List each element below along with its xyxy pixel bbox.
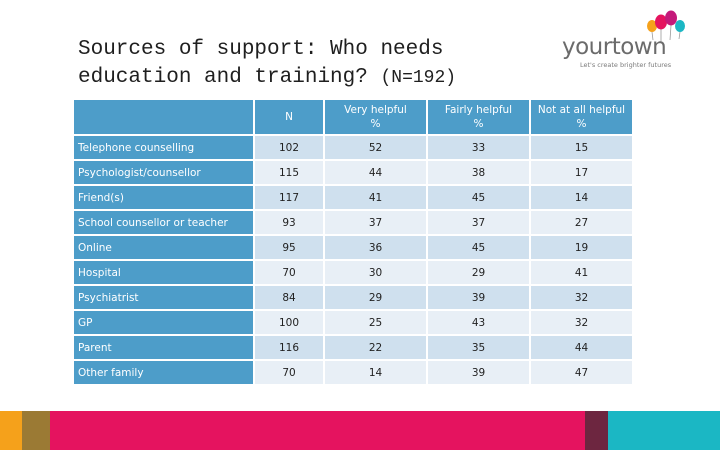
cell-not: 47 bbox=[531, 361, 632, 384]
row-label: Psychiatrist bbox=[74, 286, 253, 309]
cell-very: 44 bbox=[325, 161, 426, 184]
row-label: Online bbox=[74, 236, 253, 259]
cell-fairly: 45 bbox=[428, 186, 529, 209]
cell-not: 32 bbox=[531, 311, 632, 334]
table-row: Friend(s) 117 41 45 14 bbox=[74, 186, 632, 209]
cell-not: 14 bbox=[531, 186, 632, 209]
row-label: Other family bbox=[74, 361, 253, 384]
cell-not: 44 bbox=[531, 336, 632, 359]
logo-wordmark: yourtown bbox=[562, 34, 667, 60]
slide-title: Sources of support: Who needs education … bbox=[78, 36, 518, 92]
cell-very: 52 bbox=[325, 136, 426, 159]
table-row: Telephone counselling 102 52 33 15 bbox=[74, 136, 632, 159]
cell-very: 30 bbox=[325, 261, 426, 284]
cell-not: 17 bbox=[531, 161, 632, 184]
footer-segment-pink bbox=[50, 411, 585, 450]
cell-not: 41 bbox=[531, 261, 632, 284]
table-row: School counsellor or teacher 93 37 37 27 bbox=[74, 211, 632, 234]
cell-very: 25 bbox=[325, 311, 426, 334]
header-very-label: Very helpful bbox=[344, 104, 407, 116]
cell-n: 117 bbox=[255, 186, 323, 209]
cell-not: 27 bbox=[531, 211, 632, 234]
row-label: Psychologist/counsellor bbox=[74, 161, 253, 184]
row-label: GP bbox=[74, 311, 253, 334]
header-fairly-label: Fairly helpful bbox=[444, 104, 513, 116]
header-very-unit: % bbox=[370, 118, 381, 130]
cell-n: 70 bbox=[255, 361, 323, 384]
footer-segment-teal bbox=[608, 411, 720, 450]
cell-fairly: 39 bbox=[428, 286, 529, 309]
cell-fairly: 37 bbox=[428, 211, 529, 234]
cell-fairly: 33 bbox=[428, 136, 529, 159]
cell-fairly: 43 bbox=[428, 311, 529, 334]
cell-very: 37 bbox=[325, 211, 426, 234]
header-not-helpful: Not at all helpful % bbox=[531, 100, 632, 134]
cell-n: 70 bbox=[255, 261, 323, 284]
cell-n: 95 bbox=[255, 236, 323, 259]
header-blank bbox=[74, 100, 253, 134]
header-not-label: Not at all helpful bbox=[537, 104, 626, 116]
balloons-icon bbox=[647, 10, 685, 42]
table-row: GP 100 25 43 32 bbox=[74, 311, 632, 334]
header-fairly-unit: % bbox=[473, 118, 484, 130]
header-fairly-helpful: Fairly helpful % bbox=[428, 100, 529, 134]
row-label: Friend(s) bbox=[74, 186, 253, 209]
table-row: Psychologist/counsellor 115 44 38 17 bbox=[74, 161, 632, 184]
footer-segment-plum bbox=[585, 411, 608, 450]
cell-n: 116 bbox=[255, 336, 323, 359]
header-very-helpful: Very helpful % bbox=[325, 100, 426, 134]
cell-fairly: 38 bbox=[428, 161, 529, 184]
header-n-label: N bbox=[285, 111, 293, 123]
cell-n: 93 bbox=[255, 211, 323, 234]
cell-n: 84 bbox=[255, 286, 323, 309]
table-row: Psychiatrist 84 29 39 32 bbox=[74, 286, 632, 309]
cell-fairly: 29 bbox=[428, 261, 529, 284]
table-row: Parent 116 22 35 44 bbox=[74, 336, 632, 359]
cell-not: 15 bbox=[531, 136, 632, 159]
row-label: Telephone counselling bbox=[74, 136, 253, 159]
cell-fairly: 39 bbox=[428, 361, 529, 384]
row-label: School counsellor or teacher bbox=[74, 211, 253, 234]
table-row: Hospital 70 30 29 41 bbox=[74, 261, 632, 284]
header-n: N bbox=[255, 100, 323, 134]
logo-tagline: Let's create brighter futures bbox=[580, 61, 672, 69]
title-line-1: Sources of support: Who needs bbox=[78, 38, 444, 61]
cell-very: 41 bbox=[325, 186, 426, 209]
table-row: Other family 70 14 39 47 bbox=[74, 361, 632, 384]
header-not-unit: % bbox=[576, 118, 587, 130]
support-sources-table: N Very helpful % Fairly helpful % Not at… bbox=[72, 98, 634, 386]
title-line-2: education and training? bbox=[78, 66, 368, 89]
footer-segment-orange bbox=[0, 411, 22, 450]
table-header-row: N Very helpful % Fairly helpful % Not at… bbox=[74, 100, 632, 134]
cell-not: 32 bbox=[531, 286, 632, 309]
cell-fairly: 35 bbox=[428, 336, 529, 359]
yourtown-logo: yourtown Let's create brighter futures bbox=[560, 6, 685, 70]
cell-very: 14 bbox=[325, 361, 426, 384]
footer-color-band bbox=[0, 411, 720, 450]
cell-n: 115 bbox=[255, 161, 323, 184]
row-label: Hospital bbox=[74, 261, 253, 284]
cell-very: 29 bbox=[325, 286, 426, 309]
cell-very: 36 bbox=[325, 236, 426, 259]
title-sample-size: (N=192) bbox=[380, 68, 457, 88]
row-label: Parent bbox=[74, 336, 253, 359]
footer-segment-olive bbox=[22, 411, 50, 450]
table-row: Online 95 36 45 19 bbox=[74, 236, 632, 259]
cell-n: 102 bbox=[255, 136, 323, 159]
cell-fairly: 45 bbox=[428, 236, 529, 259]
cell-n: 100 bbox=[255, 311, 323, 334]
cell-not: 19 bbox=[531, 236, 632, 259]
cell-very: 22 bbox=[325, 336, 426, 359]
